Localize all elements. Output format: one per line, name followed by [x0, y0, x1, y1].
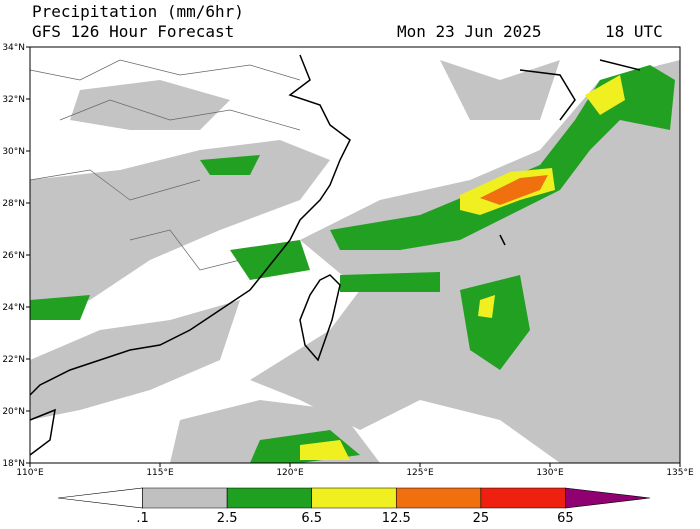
legend-swatch: [565, 487, 651, 509]
date: Mon 23 Jun 2025: [397, 22, 542, 41]
legend-label: 25: [473, 511, 490, 525]
legend: .1 2.5 6.5 12.5 25 65: [57, 487, 651, 526]
legend-swatch: [480, 487, 566, 509]
lon-label: 125°E: [406, 468, 434, 478]
legend-swatch: [142, 487, 228, 509]
lat-label: 26°N: [2, 251, 25, 261]
lon-label: 130°E: [536, 468, 564, 478]
lon-label: 110°E: [16, 468, 44, 478]
legend-swatch: [57, 487, 143, 509]
legend-label: 6.5: [301, 511, 322, 525]
lat-label: 18°N: [2, 459, 25, 469]
lon-label: 120°E: [276, 468, 304, 478]
lat-label: 24°N: [2, 303, 25, 313]
lon-label: 135°E: [666, 468, 694, 478]
lat-label: 32°N: [2, 95, 25, 105]
legend-swatch: [395, 487, 482, 509]
precip-intense: [480, 175, 548, 205]
legend-label: 65: [557, 511, 574, 525]
lat-label: 22°N: [2, 355, 25, 365]
subtitle: GFS 126 Hour Forecast: [32, 22, 234, 41]
legend-swatch: [226, 487, 313, 509]
borders: [29, 59, 301, 271]
map-area: [29, 46, 681, 464]
precip-heavy: [300, 75, 625, 460]
legend-label: 2.5: [217, 511, 238, 525]
title: Precipitation (mm/6hr): [32, 2, 244, 21]
time: 18 UTC: [605, 22, 663, 41]
lat-label: 30°N: [2, 147, 25, 157]
lat-label: 28°N: [2, 199, 25, 209]
legend-swatch: [311, 487, 397, 509]
coastline: [29, 54, 641, 456]
legend-label: .1: [136, 511, 148, 525]
lon-label: 115°E: [146, 468, 174, 478]
lat-label: 20°N: [2, 407, 25, 417]
legend-label: 12.5: [382, 511, 411, 525]
lat-label: 34°N: [2, 43, 25, 53]
